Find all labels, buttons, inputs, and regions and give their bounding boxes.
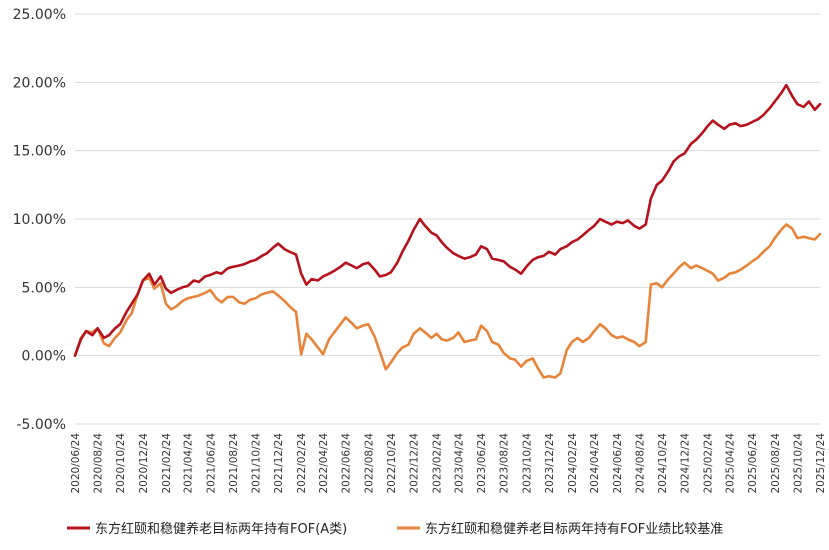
x-tick-label: 2022/08/24 — [363, 433, 375, 494]
x-tick-label: 2022/04/24 — [318, 433, 330, 494]
series-lines — [73, 83, 822, 379]
x-tick-label: 2021/08/24 — [228, 433, 240, 494]
x-tick-label: 2021/06/24 — [205, 433, 217, 494]
x-tick-label: 2024/02/24 — [567, 433, 579, 494]
x-tick-label: 2024/06/24 — [612, 433, 624, 494]
gridlines — [75, 13, 820, 425]
x-tick-label: 2025/10/24 — [792, 433, 804, 494]
x-tick-label: 2023/06/24 — [476, 433, 488, 494]
y-tick-label: 15.00% — [13, 144, 66, 160]
y-tick-label: 25.00% — [13, 7, 66, 23]
x-tick-label: 2022/02/24 — [296, 433, 308, 494]
x-tick-label: 2024/04/24 — [589, 433, 601, 494]
y-axis: 25.00% 20.00% 15.00% 10.00% 5.00% 0.00% -5.00% — [13, 7, 66, 433]
x-tick-label: 2025/04/24 — [725, 433, 737, 494]
x-tick-label: 2022/06/24 — [341, 433, 353, 494]
x-tick-label: 2022/10/24 — [386, 433, 398, 494]
x-tick-label: 2021/04/24 — [183, 433, 195, 494]
x-tick-label: 2025/06/24 — [747, 433, 759, 494]
legend-label-benchmark: 东方红颐和稳健养老目标两年持有FOF业绩比较基准 — [425, 521, 723, 537]
x-tick-label: 2024/08/24 — [634, 433, 646, 494]
x-tick-label: 2021/10/24 — [251, 433, 263, 494]
x-tick-label: 2023/12/24 — [544, 433, 556, 494]
x-tick-label: 2022/12/24 — [409, 433, 421, 494]
x-tick-label: 2025/02/24 — [703, 433, 715, 494]
x-tick-label: 2020/06/24 — [70, 433, 82, 494]
x-tick-label: 2020/08/24 — [93, 433, 105, 494]
x-tick-label: 2023/02/24 — [432, 433, 444, 494]
x-tick-label: 2021/12/24 — [273, 433, 285, 494]
y-tick-label: 20.00% — [13, 75, 66, 91]
x-tick-label: 2023/08/24 — [499, 433, 511, 494]
x-tick-label: 2024/12/24 — [680, 433, 692, 494]
x-tick-label: 2020/12/24 — [138, 433, 150, 494]
legend: 东方红颐和稳健养老目标两年持有FOF(A类) 东方红颐和稳健养老目标两年持有FO… — [67, 521, 723, 537]
x-tick-label: 2023/04/24 — [453, 433, 465, 494]
x-tick-label: 2023/10/24 — [521, 433, 533, 494]
x-tick-label: 2024/10/24 — [657, 433, 669, 494]
y-tick-label: 5.00% — [22, 280, 66, 296]
y-tick-label: -5.00% — [16, 417, 66, 433]
x-axis: 2020/06/24 2020/08/24 2020/10/24 2020/12/24… — [70, 433, 827, 494]
benchmark-line — [73, 223, 822, 379]
fund-line — [73, 83, 822, 357]
x-tick-label: 2025/12/24 — [815, 433, 827, 494]
x-tick-label: 2020/10/24 — [115, 433, 127, 494]
y-tick-label: 10.00% — [13, 212, 66, 228]
x-tick-label: 2025/08/24 — [770, 433, 782, 494]
y-tick-label: 0.00% — [22, 349, 66, 365]
x-tick-label: 2021/02/24 — [161, 433, 173, 494]
legend-label-fund: 东方红颐和稳健养老目标两年持有FOF(A类) — [95, 521, 347, 537]
